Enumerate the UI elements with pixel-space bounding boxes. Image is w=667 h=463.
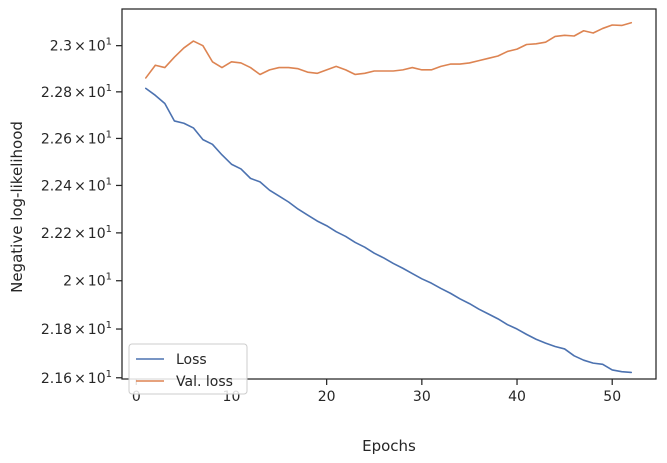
y-tick-times: ×	[74, 274, 86, 290]
y-tick-mantissa: 2.26	[41, 131, 72, 147]
y-tick-label: 2 × 101	[63, 272, 112, 290]
y-tick-label: 2.18 × 101	[41, 320, 112, 338]
y-tick-base: 10	[88, 178, 106, 194]
y-tick-exponent: 1	[106, 176, 112, 187]
series-lines	[145, 21, 633, 374]
x-axis-label: Epochs	[362, 437, 416, 455]
y-tick-label: 2.16 × 101	[41, 369, 112, 387]
x-tick-label: 30	[413, 389, 431, 405]
legend-label-loss: Loss	[176, 352, 207, 368]
y-tick-mantissa: 2.16	[41, 371, 72, 387]
y-tick-label: 2.26 × 101	[41, 129, 112, 147]
y-tick-times: ×	[74, 178, 86, 194]
y-tick-base: 10	[88, 39, 106, 55]
y-tick-mantissa: 2.24	[41, 178, 72, 194]
y-tick-label: 2.28 × 101	[41, 83, 112, 101]
y-tick-times: ×	[74, 322, 86, 338]
y-tick-base: 10	[88, 85, 106, 101]
y-tick-exponent: 1	[106, 320, 112, 331]
y-tick-mantissa: 2.28	[41, 85, 72, 101]
series-line-loss	[145, 87, 633, 374]
series-line-val-loss	[145, 21, 633, 79]
x-tick-label: 40	[508, 389, 526, 405]
y-tick-exponent: 1	[106, 83, 112, 94]
legend-label-val-loss: Val. loss	[176, 374, 233, 390]
x-axis-ticks: 0 10 20 30 40 50	[132, 379, 621, 405]
y-tick-mantissa: 2.3	[50, 39, 72, 55]
y-tick-times: ×	[74, 371, 86, 387]
y-tick-times: ×	[74, 39, 86, 55]
y-tick-label: 2.3 × 101	[50, 37, 112, 55]
x-tick-label: 0	[132, 389, 141, 405]
y-tick-times: ×	[74, 85, 86, 101]
y-tick-mantissa: 2	[63, 274, 72, 290]
plot-frame	[121, 8, 657, 380]
y-tick-mantissa: 2.22	[41, 226, 72, 242]
y-tick-base: 10	[88, 131, 106, 147]
y-tick-label: 2.24 × 101	[41, 176, 112, 194]
y-axis-label: Negative log-likelihood	[8, 121, 26, 293]
y-tick-base: 10	[88, 274, 106, 290]
y-tick-exponent: 1	[106, 37, 112, 48]
y-tick-exponent: 1	[106, 129, 112, 140]
y-tick-exponent: 1	[106, 272, 112, 283]
y-tick-base: 10	[88, 322, 106, 338]
y-tick-base: 10	[88, 226, 106, 242]
y-tick-times: ×	[74, 226, 86, 242]
y-tick-base: 10	[88, 371, 106, 387]
x-tick-label: 50	[603, 389, 621, 405]
y-tick-exponent: 1	[106, 224, 112, 235]
y-tick-mantissa: 2.18	[41, 322, 72, 338]
y-tick-exponent: 1	[106, 369, 112, 380]
plot-area	[122, 9, 656, 379]
x-tick-label: 20	[318, 389, 336, 405]
y-tick-times: ×	[74, 131, 86, 147]
y-tick-label: 2.22 × 101	[41, 224, 112, 242]
legend: Loss Val. loss	[128, 343, 248, 395]
